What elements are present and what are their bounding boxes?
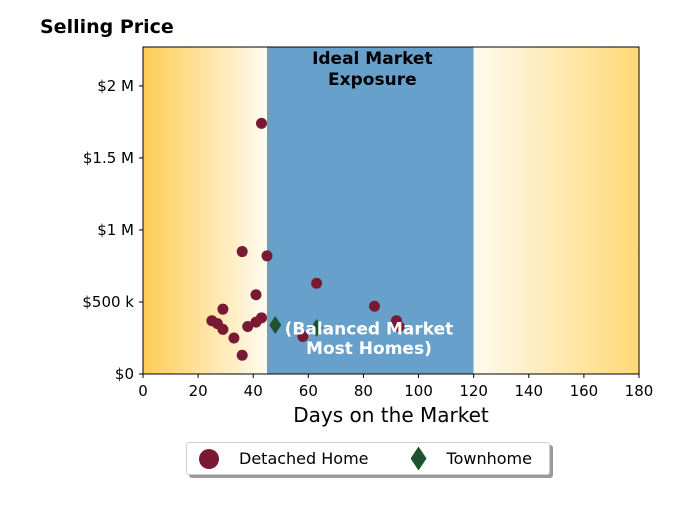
region-label: Ideal Market (312, 49, 433, 69)
x-tick-label: 180 (625, 382, 654, 400)
legend-item-detached: Detached Home (187, 448, 369, 469)
x-tick-label: 60 (299, 382, 318, 400)
x-axis-label: Days on the Market (293, 403, 489, 427)
region-label: Exposure (328, 70, 417, 90)
detached-home-point (217, 303, 229, 315)
chart-title: Selling Price (40, 16, 174, 38)
x-tick-label: 100 (404, 382, 433, 400)
region-0 (143, 47, 267, 374)
diamond-marker-icon (410, 446, 427, 471)
detached-home-point (236, 246, 248, 258)
x-axis: 0 20 40 60 80 100 120 140 160 180 (138, 374, 653, 400)
legend-item-townhome: Townhome (369, 446, 532, 471)
x-tick-label: 0 (138, 382, 148, 400)
detached-home-point (250, 316, 262, 328)
legend-label-townhome: Townhome (446, 449, 532, 468)
detached-home-point (250, 289, 262, 301)
annotation-text: Most Homes) (306, 339, 432, 359)
townhome-point (310, 318, 323, 337)
x-tick-label: 20 (189, 382, 208, 400)
detached-home-point (228, 332, 240, 344)
x-tick-label: 120 (459, 382, 488, 400)
y-tick-label: $1.5 M (83, 149, 134, 167)
detached-home-point (297, 331, 309, 343)
x-tick-label: 140 (514, 382, 543, 400)
legend-label-detached: Detached Home (239, 449, 369, 468)
detached-home-point (368, 300, 380, 312)
detached-home-point (261, 250, 273, 262)
y-tick-label: $1 M (97, 221, 134, 239)
detached-home-point (311, 277, 323, 289)
y-axis: $0 $500 k $1 M $1.5 M $2 M (82, 77, 143, 383)
legend: Detached Home Townhome (186, 442, 550, 475)
circle-marker-icon (199, 448, 219, 469)
detached-home-point (217, 323, 229, 335)
detached-home-point (236, 349, 248, 361)
y-tick-label: $500 k (82, 293, 134, 311)
region-1 (267, 47, 474, 374)
annotation-text: (Balanced Market (285, 319, 454, 339)
x-tick-label: 40 (244, 382, 263, 400)
y-tick-label: $2 M (97, 77, 134, 95)
detached-home-point (393, 320, 405, 332)
detached-home-point (255, 117, 267, 129)
region-2 (473, 47, 639, 374)
data-points (206, 117, 405, 361)
detached-home-point (242, 320, 254, 332)
x-tick-label: 160 (570, 382, 599, 400)
y-tick-label: $0 (115, 365, 134, 383)
background-regions (143, 47, 639, 374)
townhome-point (269, 316, 282, 335)
x-tick-label: 80 (354, 382, 373, 400)
plot-frame (142, 46, 640, 375)
